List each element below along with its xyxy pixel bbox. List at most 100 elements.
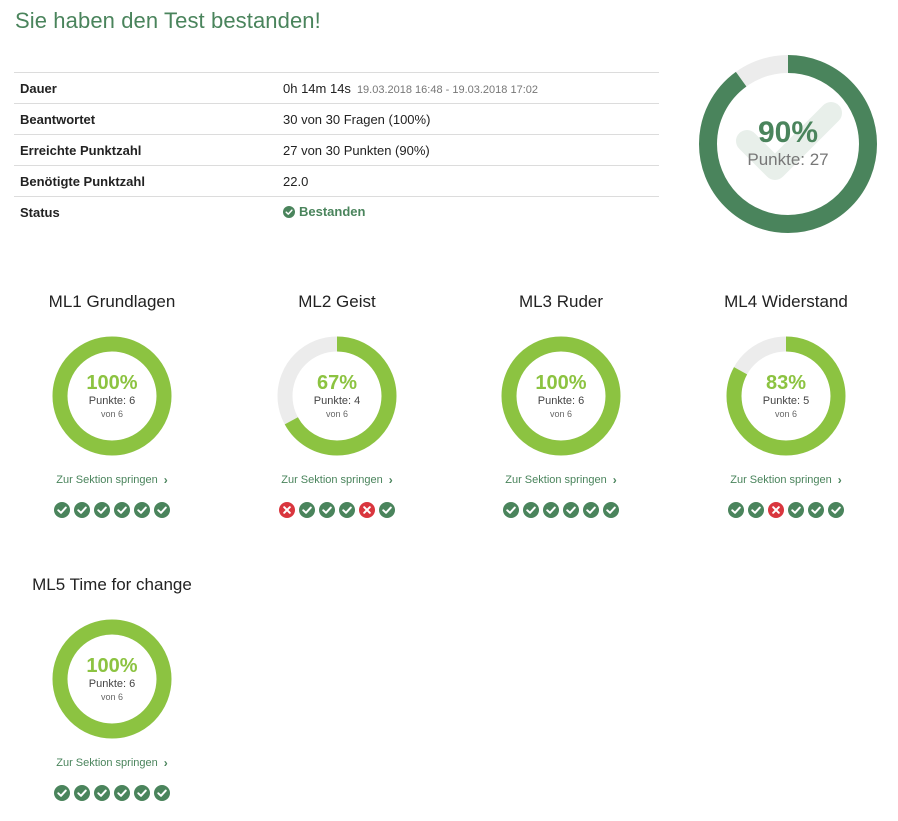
summary-table: Dauer 0h 14m 14s 19.03.2018 16:48 - 19.03… — [14, 72, 659, 228]
correct-answer-icon — [74, 785, 90, 801]
section-points: Punkte: 6 — [88, 678, 136, 690]
correct-answer-icon — [603, 502, 619, 518]
section-points: Punkte: 6 — [537, 395, 585, 407]
section-points: Punkte: 5 — [762, 395, 810, 407]
section-card: ML5 Time for change 100% Punkte: 6 von 6… — [2, 573, 222, 801]
correct-answer-icon — [728, 502, 744, 518]
section-title: ML1 Grundlagen — [48, 292, 176, 311]
row-label-status: Status — [20, 204, 60, 220]
answer-results — [676, 502, 896, 518]
correct-answer-icon — [94, 785, 110, 801]
answered-value: 30 von 30 Fragen (100%) — [283, 111, 431, 127]
table-row: Dauer 0h 14m 14s 19.03.2018 16:48 - 19.03… — [14, 72, 659, 104]
chevron-right-icon: › — [837, 473, 842, 487]
section-donut-chart — [52, 336, 172, 456]
answer-results — [2, 785, 222, 801]
section-card: ML3 Ruder 100% Punkte: 6 von 6 Zur Sekti… — [451, 290, 671, 518]
section-donut-arc — [52, 336, 172, 456]
section-score-donut: 100% Punkte: 6 von 6 — [52, 336, 172, 456]
correct-answer-icon — [543, 502, 559, 518]
correct-answer-icon — [54, 785, 70, 801]
section-title: ML2 Geist — [298, 292, 376, 311]
section-donut-chart — [501, 336, 621, 456]
date-range: 19.03.2018 16:48 - 19.03.2018 17:02 — [356, 83, 538, 96]
row-label-beantwortet: Beantwortet — [20, 111, 96, 127]
section-score-donut: 83% Punkte: 5 von 6 — [726, 336, 846, 456]
check-watermark-icon — [736, 102, 842, 180]
overall-points: Punkte: 27 — [747, 150, 829, 169]
section-percent: 100% — [86, 372, 138, 394]
table-row: Status Bestanden — [14, 196, 659, 228]
section-percent: 83% — [765, 372, 807, 394]
section-donut-arc — [277, 336, 397, 456]
wrong-answer-icon — [279, 502, 295, 518]
duration-value: 0h 14m 14s — [283, 80, 351, 96]
correct-answer-icon — [523, 502, 539, 518]
correct-answer-icon — [94, 502, 110, 518]
status-value: Bestanden — [299, 204, 366, 219]
table-row: Erreichte Punktzahl 27 von 30 Punkten (9… — [14, 134, 659, 166]
wrong-answer-icon — [359, 502, 375, 518]
page-title: Sie haben den Test bestanden! — [15, 8, 321, 33]
correct-answer-icon — [339, 502, 355, 518]
section-of-total: von 6 — [100, 692, 124, 702]
correct-answer-icon — [583, 502, 599, 518]
jump-to-section-link[interactable]: Zur Sektion springen › — [451, 472, 671, 488]
jump-to-section-link[interactable]: Zur Sektion springen › — [676, 472, 896, 488]
row-label-punktzahl: Erreichte Punktzahl — [20, 142, 142, 158]
status-badge: Bestanden — [283, 204, 365, 219]
section-card: ML4 Widerstand 83% Punkte: 5 von 6 Zur S… — [676, 290, 896, 518]
correct-answer-icon — [319, 502, 335, 518]
section-donut-chart — [726, 336, 846, 456]
correct-answer-icon — [74, 502, 90, 518]
correct-answer-icon — [54, 502, 70, 518]
section-of-total: von 6 — [100, 409, 124, 419]
correct-answer-icon — [808, 502, 824, 518]
section-donut-chart — [52, 619, 172, 739]
answer-results — [451, 502, 671, 518]
correct-answer-icon — [114, 785, 130, 801]
section-of-total: von 6 — [549, 409, 573, 419]
section-score-donut: 67% Punkte: 4 von 6 — [277, 336, 397, 456]
correct-answer-icon — [379, 502, 395, 518]
section-score-donut: 100% Punkte: 6 von 6 — [52, 619, 172, 739]
correct-answer-icon — [563, 502, 579, 518]
section-donut-arc — [726, 336, 846, 456]
wrong-answer-icon — [768, 502, 784, 518]
overall-score-donut: 90% Punkte: 27 — [697, 53, 879, 235]
jump-to-section-link[interactable]: Zur Sektion springen › — [227, 472, 447, 488]
section-of-total: von 6 — [325, 409, 349, 419]
correct-answer-icon — [299, 502, 315, 518]
score-value: 27 von 30 Punkten (90%) — [283, 142, 430, 158]
overall-percent: 90% — [757, 116, 819, 149]
correct-answer-icon — [748, 502, 764, 518]
correct-answer-icon — [134, 785, 150, 801]
section-card: ML2 Geist 67% Punkte: 4 von 6 Zur Sektio… — [227, 290, 447, 518]
overall-donut-chart — [699, 55, 877, 233]
jump-link-label: Zur Sektion springen — [56, 474, 158, 486]
section-title: ML4 Widerstand — [724, 292, 848, 311]
section-of-total: von 6 — [774, 409, 798, 419]
correct-answer-icon — [154, 785, 170, 801]
table-row: Benötigte Punktzahl 22.0 — [14, 165, 659, 197]
chevron-right-icon: › — [612, 473, 617, 487]
chevron-right-icon: › — [163, 473, 168, 487]
chevron-right-icon: › — [163, 756, 168, 770]
jump-link-label: Zur Sektion springen — [505, 474, 607, 486]
section-percent: 100% — [86, 655, 138, 677]
correct-answer-icon — [114, 502, 130, 518]
jump-to-section-link[interactable]: Zur Sektion springen › — [2, 472, 222, 488]
chevron-right-icon: › — [388, 473, 393, 487]
section-points: Punkte: 4 — [313, 395, 361, 407]
jump-link-label: Zur Sektion springen — [56, 757, 158, 769]
check-circle-icon — [283, 205, 295, 218]
section-points: Punkte: 6 — [88, 395, 136, 407]
section-title: ML5 Time for change — [32, 575, 192, 594]
section-percent: 100% — [535, 372, 587, 394]
correct-answer-icon — [503, 502, 519, 518]
jump-to-section-link[interactable]: Zur Sektion springen › — [2, 755, 222, 771]
required-value: 22.0 — [283, 173, 309, 189]
section-title: ML3 Ruder — [518, 292, 604, 311]
correct-answer-icon — [154, 502, 170, 518]
row-label-dauer: Dauer — [20, 80, 57, 96]
